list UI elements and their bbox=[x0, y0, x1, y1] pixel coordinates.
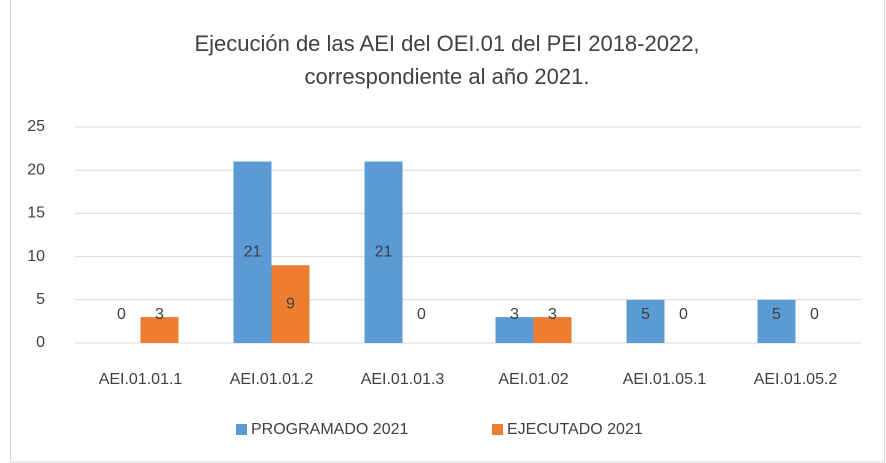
x-tick-label: AEI.01.01.3 bbox=[361, 371, 445, 388]
legend-swatch bbox=[492, 424, 503, 435]
x-tick-label: AEI.01.01.1 bbox=[99, 371, 183, 388]
x-tick-label: AEI.01.05.1 bbox=[623, 371, 707, 388]
data-label: 21 bbox=[375, 243, 393, 260]
data-label: 5 bbox=[641, 306, 650, 323]
chart-title: Ejecución de las AEI del OEI.01 del PEI … bbox=[194, 31, 699, 56]
y-tick-label: 15 bbox=[27, 205, 45, 222]
bar bbox=[626, 299, 665, 343]
bar bbox=[757, 299, 796, 343]
legend-swatch bbox=[236, 424, 247, 435]
x-tick-label: AEI.01.01.2 bbox=[230, 371, 314, 388]
data-label: 0 bbox=[679, 306, 688, 323]
bar bbox=[533, 317, 572, 343]
data-label: 0 bbox=[810, 306, 819, 323]
legend-label: EJECUTADO 2021 bbox=[507, 421, 643, 438]
data-label: 9 bbox=[286, 295, 295, 312]
x-tick-label: AEI.01.02 bbox=[498, 371, 568, 388]
y-tick-label: 0 bbox=[36, 334, 45, 351]
data-label: 3 bbox=[510, 306, 519, 323]
data-label: 21 bbox=[244, 243, 262, 260]
bar bbox=[140, 317, 179, 343]
y-tick-label: 5 bbox=[36, 291, 45, 308]
chart-title: correspondiente al año 2021. bbox=[305, 64, 590, 89]
y-tick-label: 20 bbox=[27, 161, 45, 178]
data-label: 5 bbox=[772, 306, 781, 323]
bar bbox=[233, 161, 272, 343]
chart-border bbox=[10, 0, 885, 463]
y-tick-label: 10 bbox=[27, 248, 45, 265]
bar bbox=[271, 265, 310, 343]
legend-label: PROGRAMADO 2021 bbox=[251, 421, 408, 438]
data-label: 0 bbox=[417, 306, 426, 323]
y-tick-label: 25 bbox=[27, 118, 45, 135]
data-label: 3 bbox=[155, 306, 164, 323]
bar bbox=[364, 161, 403, 343]
data-label: 3 bbox=[548, 306, 557, 323]
data-label: 0 bbox=[117, 306, 126, 323]
x-tick-label: AEI.01.05.2 bbox=[754, 371, 838, 388]
bar bbox=[495, 317, 534, 343]
